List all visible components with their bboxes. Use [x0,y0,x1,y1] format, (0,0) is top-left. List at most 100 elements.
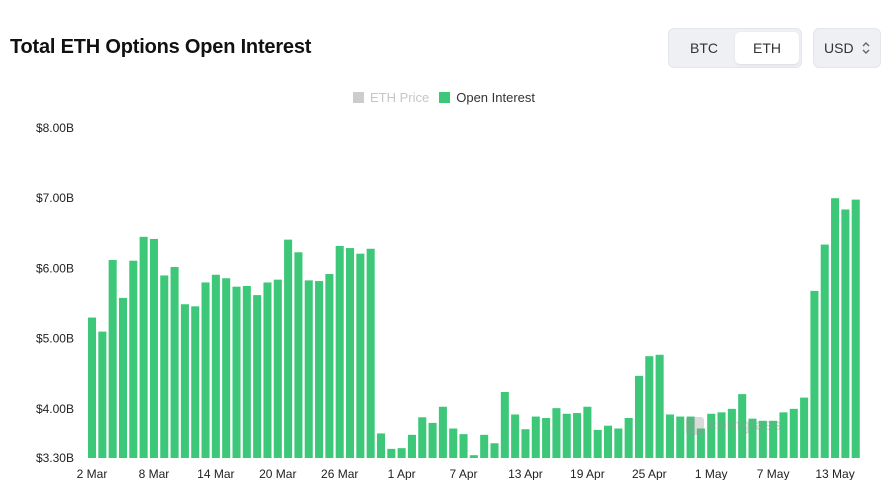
bar[interactable] [707,413,716,458]
bar[interactable] [841,209,850,458]
x-tick-label: 20 Mar [259,467,296,480]
bar[interactable] [727,408,736,458]
bar[interactable] [325,274,334,458]
bar[interactable] [129,260,138,458]
bar[interactable] [315,281,324,458]
coinglass-logo-icon [686,417,704,435]
btc-toggle-button[interactable]: BTC [690,40,718,56]
bar[interactable] [191,306,200,458]
bar[interactable] [98,331,107,458]
bar[interactable] [449,428,458,458]
bar[interactable] [232,286,241,458]
bar[interactable] [335,245,344,458]
currency-select[interactable]: USD [813,28,881,68]
bar[interactable] [604,425,613,458]
bar[interactable] [118,297,128,458]
page-title: Total ETH Options Open Interest [10,36,312,58]
bar[interactable] [531,416,540,458]
bar[interactable] [407,434,416,458]
bar[interactable] [634,375,644,458]
bar[interactable] [552,408,561,458]
bar[interactable] [676,416,685,458]
x-tick-label: 7 Apr [450,467,478,480]
bar[interactable] [851,199,860,458]
bar[interactable] [149,238,158,458]
bar[interactable] [180,304,189,458]
bar[interactable] [273,279,282,458]
bar[interactable] [542,417,551,458]
x-tick-label: 7 May [757,467,790,480]
bar[interactable] [738,394,747,458]
legend-item-eth-price[interactable]: ETH Price [353,90,429,105]
bar[interactable] [511,414,520,458]
bar[interactable] [624,417,633,458]
legend-label-open-interest: Open Interest [456,90,536,105]
bar[interactable] [562,413,571,458]
bar[interactable] [211,274,220,458]
bar[interactable] [665,414,674,458]
bar[interactable] [583,406,592,458]
bar[interactable] [480,434,489,458]
bar[interactable] [655,354,664,458]
bar[interactable] [356,253,365,458]
legend-item-open-interest[interactable]: Open Interest [439,90,535,105]
bar[interactable] [108,260,117,458]
bar[interactable] [294,252,303,458]
x-tick-label: 13 Apr [508,467,543,480]
bar[interactable] [696,428,705,458]
bar[interactable] [593,429,602,458]
bar[interactable] [304,280,313,458]
bar[interactable] [263,282,272,458]
bar[interactable] [346,248,355,458]
bar[interactable] [500,392,509,458]
bar[interactable] [139,236,148,458]
x-tick-label: 25 Apr [632,467,667,480]
bar[interactable] [387,448,396,458]
bar[interactable] [459,434,468,458]
bar[interactable] [428,422,437,458]
x-tick-label: 13 May [815,467,854,480]
bar[interactable] [717,412,726,458]
bar[interactable] [376,433,386,458]
bar[interactable] [686,416,695,458]
bar[interactable] [521,429,530,458]
bar[interactable] [573,413,582,458]
y-tick-label: $5.00B [36,332,74,346]
bar[interactable] [758,420,767,458]
x-tick-label: 1 Apr [388,467,416,480]
bar[interactable] [170,267,179,458]
bar[interactable] [469,455,478,458]
x-tick-label: 8 Mar [139,467,170,480]
bar[interactable] [820,244,829,458]
eth-toggle-button[interactable]: ETH [735,32,799,64]
sort-chevrons-icon [862,42,870,54]
bar[interactable] [418,417,427,458]
bar[interactable] [201,282,210,458]
bar[interactable] [831,198,840,458]
bar[interactable] [645,356,654,458]
bar[interactable] [88,317,97,458]
bar[interactable] [397,448,406,458]
bar[interactable] [438,406,447,458]
bar[interactable] [614,428,623,458]
bar[interactable] [748,418,757,458]
bar[interactable] [779,412,788,458]
y-tick-label: $6.00B [36,261,74,275]
bar[interactable] [242,285,251,458]
bar[interactable] [366,248,375,458]
bar[interactable] [789,408,798,458]
bar[interactable] [160,275,169,458]
bar[interactable] [222,278,231,458]
x-tick-label: 26 Mar [321,467,358,480]
bar[interactable] [769,420,778,458]
bar[interactable] [810,290,819,458]
y-tick-label: $4.00B [36,402,74,416]
bar[interactable] [800,397,809,458]
bar[interactable] [253,295,262,458]
legend-swatch-open-interest [439,92,451,103]
bar[interactable] [284,239,293,458]
bar[interactable] [490,443,499,458]
currency-select-value: USD [824,40,854,56]
x-tick-label: 2 Mar [77,467,108,480]
